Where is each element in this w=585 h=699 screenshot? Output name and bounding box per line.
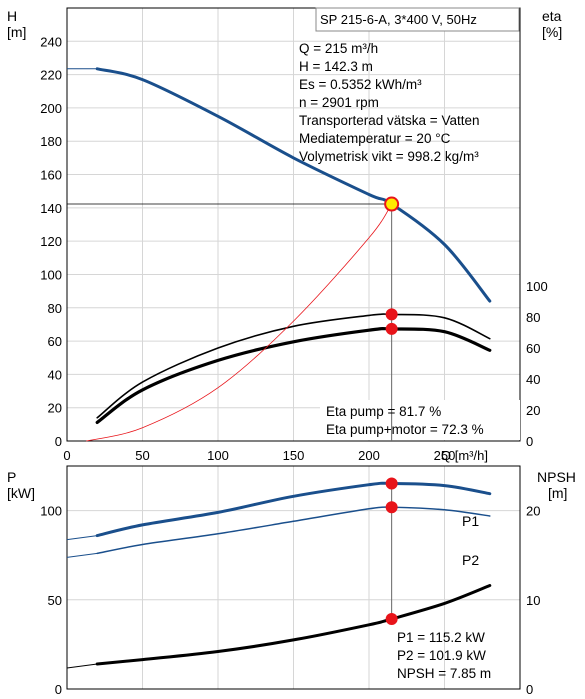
y-tick-label-h: 120 xyxy=(40,234,62,249)
x-tick-label: 250 xyxy=(434,448,456,463)
eta-tick-label: 40 xyxy=(526,372,540,387)
chart-title: SP 215-6-A, 3*400 V, 50Hz xyxy=(320,12,477,27)
x-axis-label: Q [m³/h] xyxy=(441,448,488,463)
x-tick-label: 50 xyxy=(135,448,149,463)
curve-extension xyxy=(66,552,98,558)
npsh-point xyxy=(385,612,398,625)
npsh-tick-label: 0 xyxy=(526,682,533,697)
y-tick-label-h: 200 xyxy=(40,101,62,116)
curve-extension xyxy=(66,535,98,541)
eta-value-line: Eta pump = 81.7 % xyxy=(326,404,441,419)
curve-P1 xyxy=(95,481,492,538)
p-tick-label: 50 xyxy=(48,593,62,608)
y-tick-label-h: 240 xyxy=(40,34,62,49)
x-tick-label: 0 xyxy=(63,448,70,463)
eta-tick-label: 60 xyxy=(526,341,540,356)
p-tick-label: 0 xyxy=(55,682,62,697)
top-plot-frame xyxy=(66,7,521,442)
eta-axis-label: eta xyxy=(542,8,562,24)
npsh-axis-unit: [m] xyxy=(548,485,567,501)
p-axis-label: P xyxy=(7,469,16,485)
curve-extension xyxy=(66,663,98,669)
y-tick-label-h: 80 xyxy=(48,301,62,316)
y-tick-label-h: 180 xyxy=(40,134,62,149)
curve-eta_pump xyxy=(96,313,491,419)
title-box xyxy=(315,7,520,32)
info-line: Volymetrisk vikt = 998.2 kg/m³ xyxy=(299,149,479,164)
eta-tick-label: 100 xyxy=(526,279,548,294)
info-line: n = 2901 rpm xyxy=(299,95,379,110)
eta-pump-motor-point xyxy=(385,322,398,335)
y-tick-label-h: 40 xyxy=(48,367,62,382)
y-tick-label-h: 0 xyxy=(55,434,62,449)
bottom-plot-frame xyxy=(66,465,521,690)
p2-point xyxy=(385,501,398,514)
eta-tick-label: 0 xyxy=(526,434,533,449)
curve-npsh xyxy=(95,584,492,666)
h-axis-unit: [m] xyxy=(7,24,26,40)
curve-eta_pump_motor xyxy=(95,327,492,424)
curve-P2 xyxy=(96,506,491,555)
p-tick-label: 100 xyxy=(40,504,62,519)
power-info-line: NPSH = 7.85 m xyxy=(397,666,491,681)
npsh-tick-label: 20 xyxy=(526,504,540,519)
power-info-line: P1 = 115.2 kW xyxy=(397,630,485,645)
eta-value-line: Eta pump+motor = 72.3 % xyxy=(326,422,484,437)
y-tick-label-h: 20 xyxy=(48,401,62,416)
x-tick-label: 150 xyxy=(283,448,305,463)
curve-H xyxy=(95,67,492,303)
info-line: Mediatemperatur = 20 °C xyxy=(299,131,451,146)
eta-axis-unit: [%] xyxy=(542,24,562,40)
power-info-line: P2 = 101.9 kW xyxy=(397,648,486,663)
y-tick-label-h: 220 xyxy=(40,68,62,83)
info-line: Q = 215 m³/h xyxy=(299,41,378,56)
eta-pump-point xyxy=(385,308,398,321)
p1-series-label: P1 xyxy=(462,513,479,529)
p2-series-label: P2 xyxy=(462,552,479,568)
h-axis-label: H xyxy=(7,8,17,24)
npsh-axis-label: NPSH xyxy=(537,469,576,485)
x-tick-label: 100 xyxy=(207,448,229,463)
y-tick-label-h: 140 xyxy=(40,201,62,216)
info-line: Es = 0.5352 kWh/m³ xyxy=(299,77,422,92)
eta-tick-label: 20 xyxy=(526,403,540,418)
duty-point xyxy=(384,196,400,212)
p1-point xyxy=(385,477,398,490)
eta-text-bg xyxy=(320,400,520,440)
curve-system_curve xyxy=(86,203,392,442)
x-tick-label: 200 xyxy=(358,448,380,463)
y-tick-label-h: 60 xyxy=(48,334,62,349)
info-line: Transporterad vätska = Vatten xyxy=(299,113,479,128)
eta-tick-label: 80 xyxy=(526,310,540,325)
xlabel-bg xyxy=(438,444,508,464)
y-tick-label-h: 160 xyxy=(40,168,62,183)
npsh-tick-label: 10 xyxy=(526,593,540,608)
p-axis-unit: [kW] xyxy=(7,485,35,501)
y-tick-label-h: 100 xyxy=(40,267,62,282)
info-line: H = 142.3 m xyxy=(299,59,373,74)
